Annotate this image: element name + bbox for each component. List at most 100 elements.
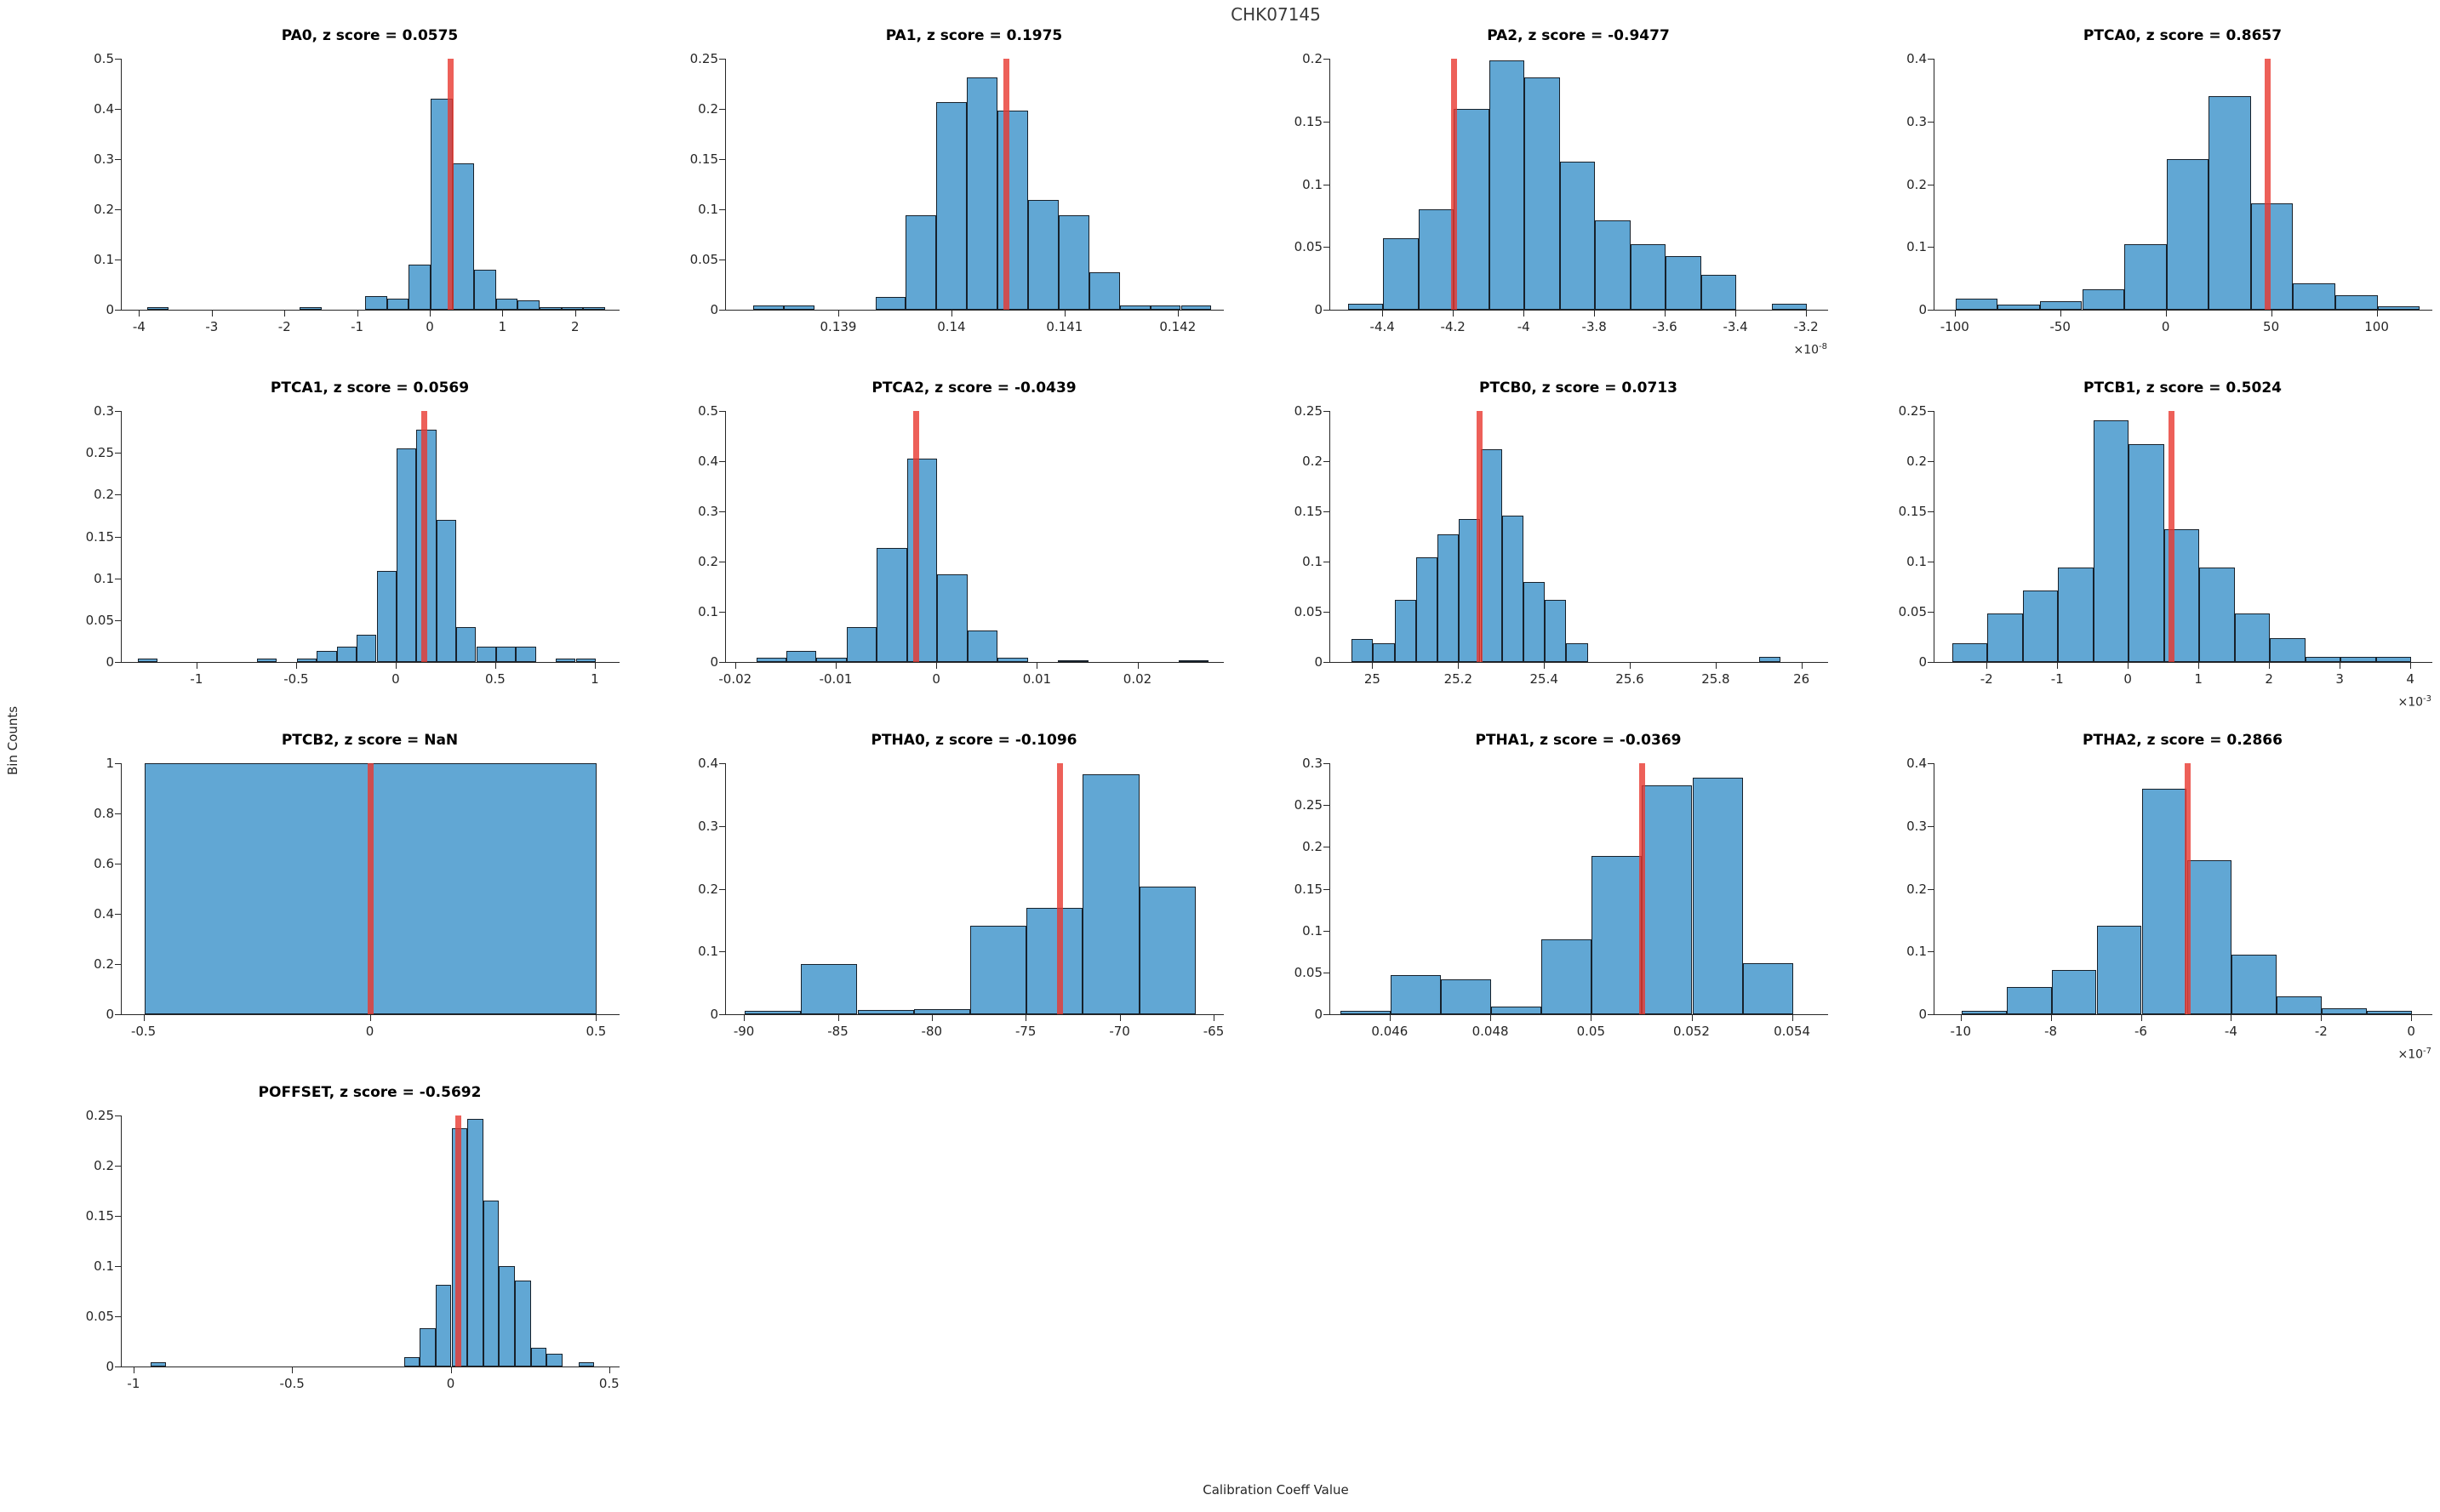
plot-area-PTHA0: [725, 763, 1224, 1015]
x-tick-label: 3: [2335, 671, 2344, 687]
x-tick-mark: [2057, 663, 2059, 669]
x-tick-label: 0.5: [586, 1024, 607, 1039]
histogram-bar: [474, 269, 496, 310]
x-tick-label: -65: [1203, 1024, 1225, 1039]
x-tick-mark: [1806, 311, 1808, 317]
y-tick-label: 0.5: [94, 51, 114, 66]
y-tick-label: 0.1: [1906, 554, 1927, 569]
axis-exponent-label: ×10-7: [2397, 1047, 2431, 1062]
histogram-bar: [2234, 613, 2271, 662]
histogram-bar: [1961, 1011, 2007, 1014]
y-tick-label: 0.2: [698, 554, 718, 569]
y-tick-label: 0.2: [1906, 454, 1927, 469]
histogram-bar: [1997, 305, 2040, 310]
x-tick-mark: [1177, 311, 1179, 317]
histogram-bar: [257, 659, 277, 662]
histogram-bar: [137, 659, 158, 662]
y-tick-label: 0.3: [94, 403, 114, 419]
x-tick-mark: [1064, 311, 1066, 317]
histogram-bar: [300, 307, 322, 310]
x-tick-label: -6: [2134, 1024, 2147, 1039]
y-tick-label: 0.2: [698, 101, 718, 117]
y-tick-label: 0.05: [1294, 964, 1323, 980]
x-tick-label: 2: [2265, 671, 2273, 687]
x-tick-mark: [1523, 311, 1525, 317]
axis-exponent-label: ×10-3: [2397, 694, 2431, 710]
histogram-bar: [801, 964, 858, 1014]
y-tick-label: 0.1: [94, 252, 114, 267]
axis-exponent-label: ×10-8: [1793, 342, 1827, 357]
y-tick-label: 0.25: [85, 1108, 114, 1123]
x-tick-mark: [837, 1015, 839, 1021]
histogram-bar: [2082, 289, 2125, 310]
x-tick-mark: [143, 1015, 145, 1021]
y-tick-label: 0.15: [1898, 504, 1927, 519]
reference-line-POFFSET: [454, 1115, 461, 1367]
y-tick-label: 0.1: [1302, 554, 1323, 569]
histogram-bar: [499, 1266, 515, 1367]
x-tick-mark: [936, 663, 938, 669]
plot-area-PTHA1: [1329, 763, 1828, 1015]
y-tick-label: 0.15: [689, 151, 718, 167]
y-tick-mark: [1323, 930, 1329, 932]
histogram-bar: [875, 296, 906, 310]
histogram-bar: [857, 1009, 914, 1014]
plot-area-PTCA0: [1934, 59, 2432, 311]
plot-area-PTHA2: [1934, 763, 2432, 1015]
histogram-bar: [816, 658, 847, 662]
y-tick-label: 0.15: [1294, 504, 1323, 519]
histogram-bar: [1418, 209, 1454, 310]
y-tick-label: 0: [1314, 654, 1323, 670]
reference-line-PTCA0: [2265, 59, 2271, 310]
histogram-bar: [336, 647, 357, 662]
histogram-bar: [396, 448, 417, 662]
y-tick-label: 0.4: [698, 756, 718, 771]
y-tick-mark: [1928, 612, 1934, 613]
y-tick-mark: [1323, 461, 1329, 462]
y-tick-mark: [1323, 511, 1329, 512]
histogram-bar: [2293, 283, 2335, 310]
x-tick-mark: [357, 311, 358, 317]
y-tick-mark: [115, 159, 121, 160]
y-tick-label: 0.2: [1302, 839, 1323, 855]
x-tick-label: -3: [205, 319, 219, 334]
histogram-bar: [997, 111, 1028, 310]
y-tick-label: 0.3: [698, 818, 718, 834]
x-tick-mark: [1458, 663, 1460, 669]
y-tick-label: 0.2: [1302, 51, 1323, 66]
histogram-bar: [1591, 856, 1643, 1014]
y-tick-mark: [1323, 59, 1329, 60]
y-tick-mark: [1323, 805, 1329, 807]
histogram-bar: [452, 163, 475, 310]
y-tick-label: 0: [106, 1359, 114, 1374]
y-tick-label: 0: [710, 302, 718, 317]
histogram-bar: [1373, 642, 1395, 662]
histogram-bar: [2051, 969, 2097, 1014]
histogram-bar: [1454, 109, 1489, 310]
y-tick-label: 0.2: [1302, 454, 1323, 469]
histogram-bar: [1523, 581, 1546, 662]
histogram-bar: [906, 215, 937, 310]
x-tick-mark: [2198, 663, 2200, 669]
y-tick-mark: [1323, 247, 1329, 248]
x-tick-label: -80: [921, 1024, 943, 1039]
histogram-bar: [1742, 963, 1793, 1014]
y-tick-mark: [1928, 59, 1934, 60]
subplot-title-PTHA1: PTHA1, z score = -0.0369: [1475, 732, 1682, 749]
y-tick-mark: [719, 1014, 725, 1015]
histogram-bar: [575, 659, 596, 662]
histogram-bar: [540, 307, 562, 310]
x-tick-label: -2: [1980, 671, 1993, 687]
x-tick-label: 2: [571, 319, 580, 334]
histogram-bar: [1595, 220, 1631, 310]
subplot-title-PTCB1: PTCB1, z score = 0.5024: [2083, 379, 2282, 397]
histogram-bar: [1083, 773, 1140, 1014]
histogram-bar: [1437, 534, 1460, 662]
y-tick-label: 0.25: [1294, 797, 1323, 813]
reference-line-PTHA1: [1638, 763, 1645, 1014]
y-tick-label: 0.6: [94, 856, 114, 871]
histogram-bar: [583, 307, 605, 310]
x-tick-label: -100: [1940, 319, 1969, 334]
histogram-bar: [2305, 657, 2341, 662]
histogram-bar: [1759, 657, 1781, 662]
